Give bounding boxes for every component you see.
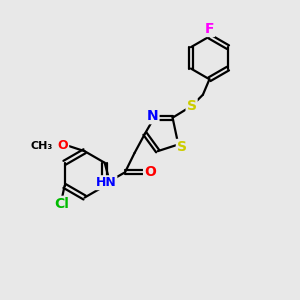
Text: Cl: Cl [55, 197, 70, 211]
Text: N: N [147, 109, 158, 123]
Text: O: O [144, 165, 156, 179]
Text: S: S [177, 140, 187, 154]
Text: HN: HN [96, 176, 116, 189]
Text: O: O [58, 139, 68, 152]
Text: CH₃: CH₃ [31, 141, 53, 151]
Text: F: F [205, 22, 214, 36]
Text: S: S [187, 99, 196, 113]
